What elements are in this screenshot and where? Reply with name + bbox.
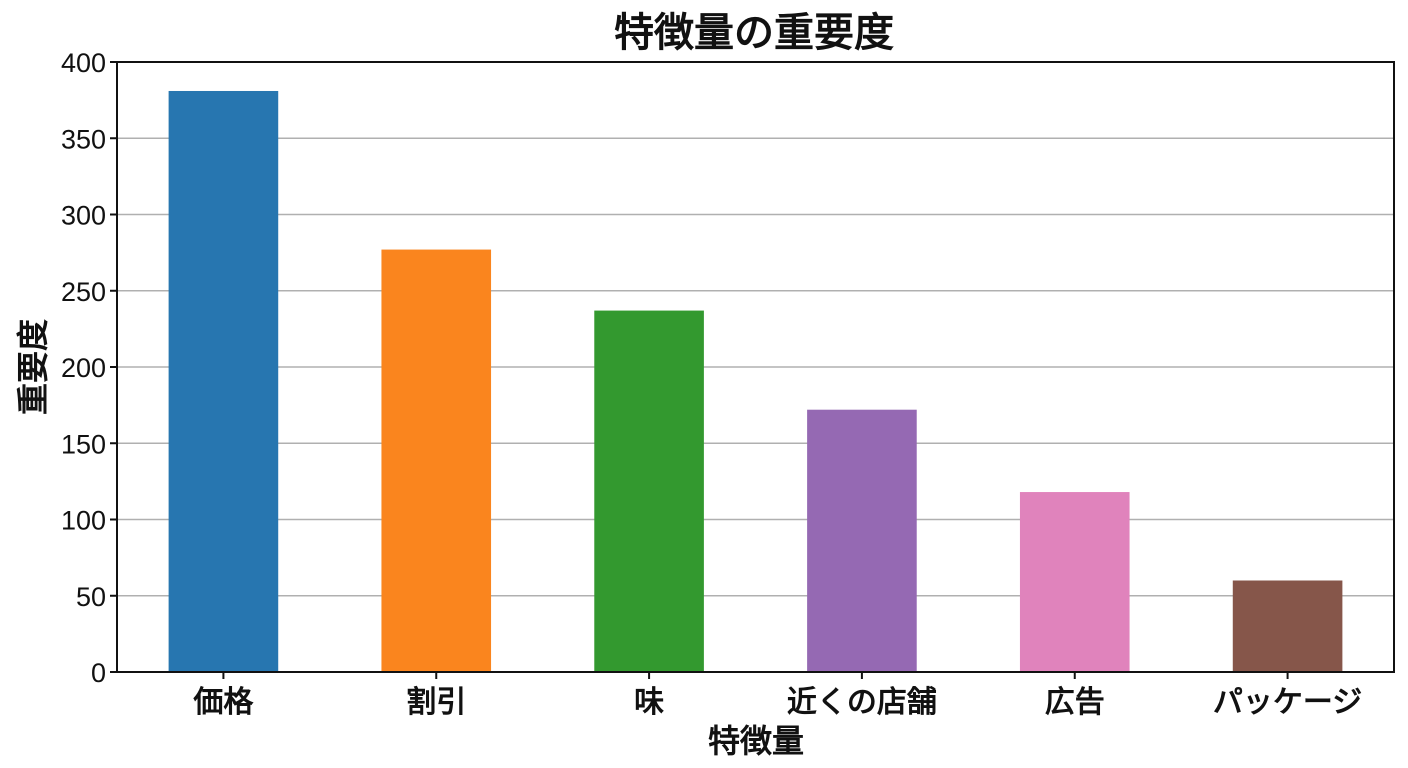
bars bbox=[168, 90, 1343, 673]
y-axis-ticks: 0 50 100 150 200 250 300 350 400 bbox=[61, 48, 117, 688]
bar-3 bbox=[594, 310, 704, 672]
gridlines bbox=[117, 137, 1394, 597]
y-tick-label: 150 bbox=[61, 429, 106, 459]
y-tick-label: 300 bbox=[61, 201, 106, 231]
y-tick-label: 400 bbox=[61, 48, 106, 78]
x-axis-ticks: 価格 割引 味 近くの店舗 広告 パッケージ bbox=[192, 672, 1362, 720]
bar-5 bbox=[1019, 492, 1130, 672]
x-tick-label: 近くの店舗 bbox=[787, 685, 937, 720]
bar-2 bbox=[381, 249, 492, 672]
bar-6 bbox=[1232, 580, 1343, 672]
x-tick-label: 割引 bbox=[406, 685, 466, 720]
x-axis-label: 特徴量 bbox=[708, 722, 804, 760]
y-tick-label: 200 bbox=[61, 353, 106, 383]
bar-4 bbox=[807, 409, 917, 672]
x-tick-label: 味 bbox=[634, 685, 664, 720]
y-tick-label: 0 bbox=[91, 658, 106, 688]
bar-1 bbox=[168, 90, 279, 673]
y-tick-label: 50 bbox=[76, 582, 106, 612]
y-tick-label: 350 bbox=[61, 124, 106, 154]
chart-title: 特徴量の重要度 bbox=[614, 10, 894, 56]
y-axis-label: 重要度 bbox=[14, 319, 52, 415]
x-tick-label: パッケージ bbox=[1213, 685, 1362, 720]
y-tick-label: 250 bbox=[61, 277, 106, 307]
y-tick-label: 100 bbox=[61, 506, 106, 536]
x-tick-label: 広告 bbox=[1045, 685, 1105, 720]
x-tick-label: 価格 bbox=[192, 685, 254, 720]
